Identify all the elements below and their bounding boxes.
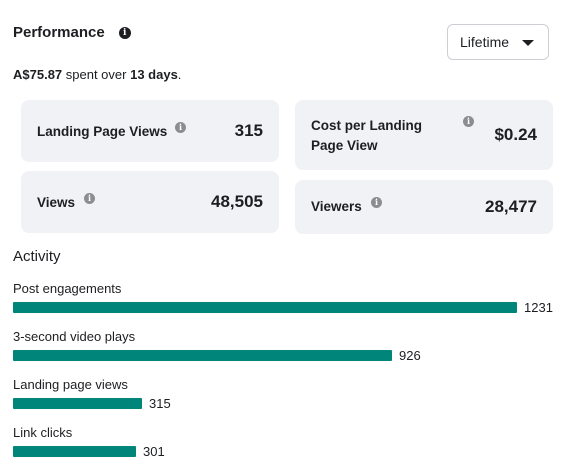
spend-end: .: [177, 67, 182, 82]
activity-label: Post engagements: [13, 281, 122, 296]
spend-amount: A$75.87: [13, 67, 63, 82]
info-icon[interactable]: i: [84, 193, 95, 204]
activity-value: 301: [143, 444, 165, 459]
spend-days: 13 days: [130, 67, 178, 82]
activity-value: 926: [399, 348, 421, 363]
metric-value: $0.24: [494, 125, 537, 144]
metric-value: 315: [234, 121, 263, 140]
metric-card-viewers: Viewers i 28,477: [295, 180, 553, 234]
activity-value: 315: [149, 396, 171, 411]
metric-label: Cost per Landing Page View: [311, 118, 422, 153]
activity-bar: [13, 446, 136, 457]
activity-value: 1231: [524, 300, 553, 315]
activity-bar: [13, 398, 142, 409]
activity-title: Activity: [13, 248, 61, 265]
activity-bar: [13, 350, 392, 361]
metric-card-cost-per-landing-page-view: Cost per Landing Page View i $0.24: [295, 100, 553, 170]
metric-value: 28,477: [485, 197, 537, 216]
metric-label: Views: [37, 195, 76, 210]
metric-card-views: Views i 48,505: [21, 171, 279, 233]
info-icon[interactable]: i: [175, 122, 186, 133]
activity-label: Landing page views: [13, 377, 128, 392]
spend-summary: A$75.87 spent over 13 days.: [13, 67, 181, 82]
info-icon[interactable]: i: [371, 197, 382, 208]
metric-label: Landing Page Views: [37, 124, 168, 139]
caret-down-icon: [522, 40, 534, 46]
date-range-dropdown[interactable]: Lifetime: [447, 24, 549, 60]
performance-header: Performance i: [13, 24, 131, 41]
metric-label: Viewers: [311, 199, 362, 214]
info-icon[interactable]: i: [118, 26, 131, 39]
spend-middle: spent over: [62, 67, 131, 82]
date-range-selected: Lifetime: [460, 34, 510, 50]
activity-label: Link clicks: [13, 425, 73, 440]
info-icon[interactable]: i: [463, 116, 474, 127]
metric-value: 48,505: [211, 192, 263, 211]
activity-label: 3-second video plays: [13, 329, 136, 344]
page-title: Performance: [13, 24, 105, 41]
activity-bar: [13, 302, 517, 313]
metric-card-landing-page-views: Landing Page Views i 315: [21, 100, 279, 162]
